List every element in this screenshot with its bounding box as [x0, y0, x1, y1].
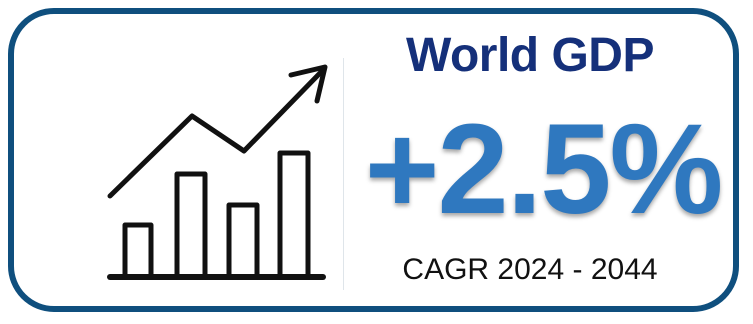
- arrow-head: [288, 64, 328, 104]
- growth-chart-icon: [95, 55, 340, 290]
- cagr-period: CAGR 2024 - 2044: [402, 253, 658, 286]
- divider: [343, 58, 344, 290]
- trend-line: [107, 67, 326, 199]
- bar-1: [122, 222, 154, 280]
- gdp-card: [8, 8, 739, 312]
- bar-2: [174, 171, 208, 280]
- growth-value: +2.5%: [364, 98, 724, 241]
- bar-4: [277, 150, 311, 280]
- card-title: World GDP: [406, 29, 654, 82]
- bar-3: [226, 202, 260, 280]
